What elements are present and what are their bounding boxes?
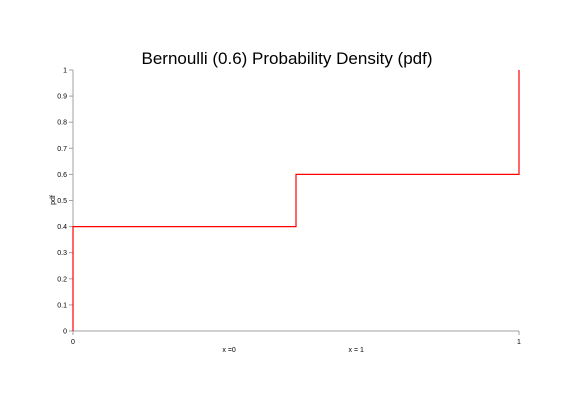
y-axis-label: pdf xyxy=(50,195,57,205)
annotations-group: x =0 x = 1 xyxy=(222,347,364,354)
x-tick-label: 0 xyxy=(71,339,75,346)
pdf-step-line xyxy=(72,70,520,331)
chart-title: Bernoulli (0.6) Probability Density (pdf… xyxy=(141,49,432,68)
y-tick-label: 0.2 xyxy=(57,276,67,283)
x-tick-label: 1 xyxy=(517,339,521,346)
x-annotation-label: x = 1 xyxy=(349,347,364,354)
ticks-group: 0 0.1 0.2 0.3 0.4 0.5 0.6 0.7 0.8 0.9 1 0 1 xyxy=(57,68,521,347)
y-tick-label: 0.8 xyxy=(57,120,67,127)
y-tick-label: 0.3 xyxy=(57,250,67,257)
y-tick-label: 0.4 xyxy=(57,224,67,231)
y-tick-label: 0.9 xyxy=(57,94,67,101)
series-group xyxy=(72,70,520,331)
y-tick-label: 0.7 xyxy=(57,146,67,153)
x-annotation-label: x =0 xyxy=(222,347,236,354)
y-tick-label: 0.6 xyxy=(57,172,67,179)
y-tick-label: 0.1 xyxy=(57,302,67,309)
y-tick-label: 0.5 xyxy=(57,198,67,205)
y-tick-label: 1 xyxy=(63,68,67,75)
y-tick-label: 0 xyxy=(63,329,67,336)
